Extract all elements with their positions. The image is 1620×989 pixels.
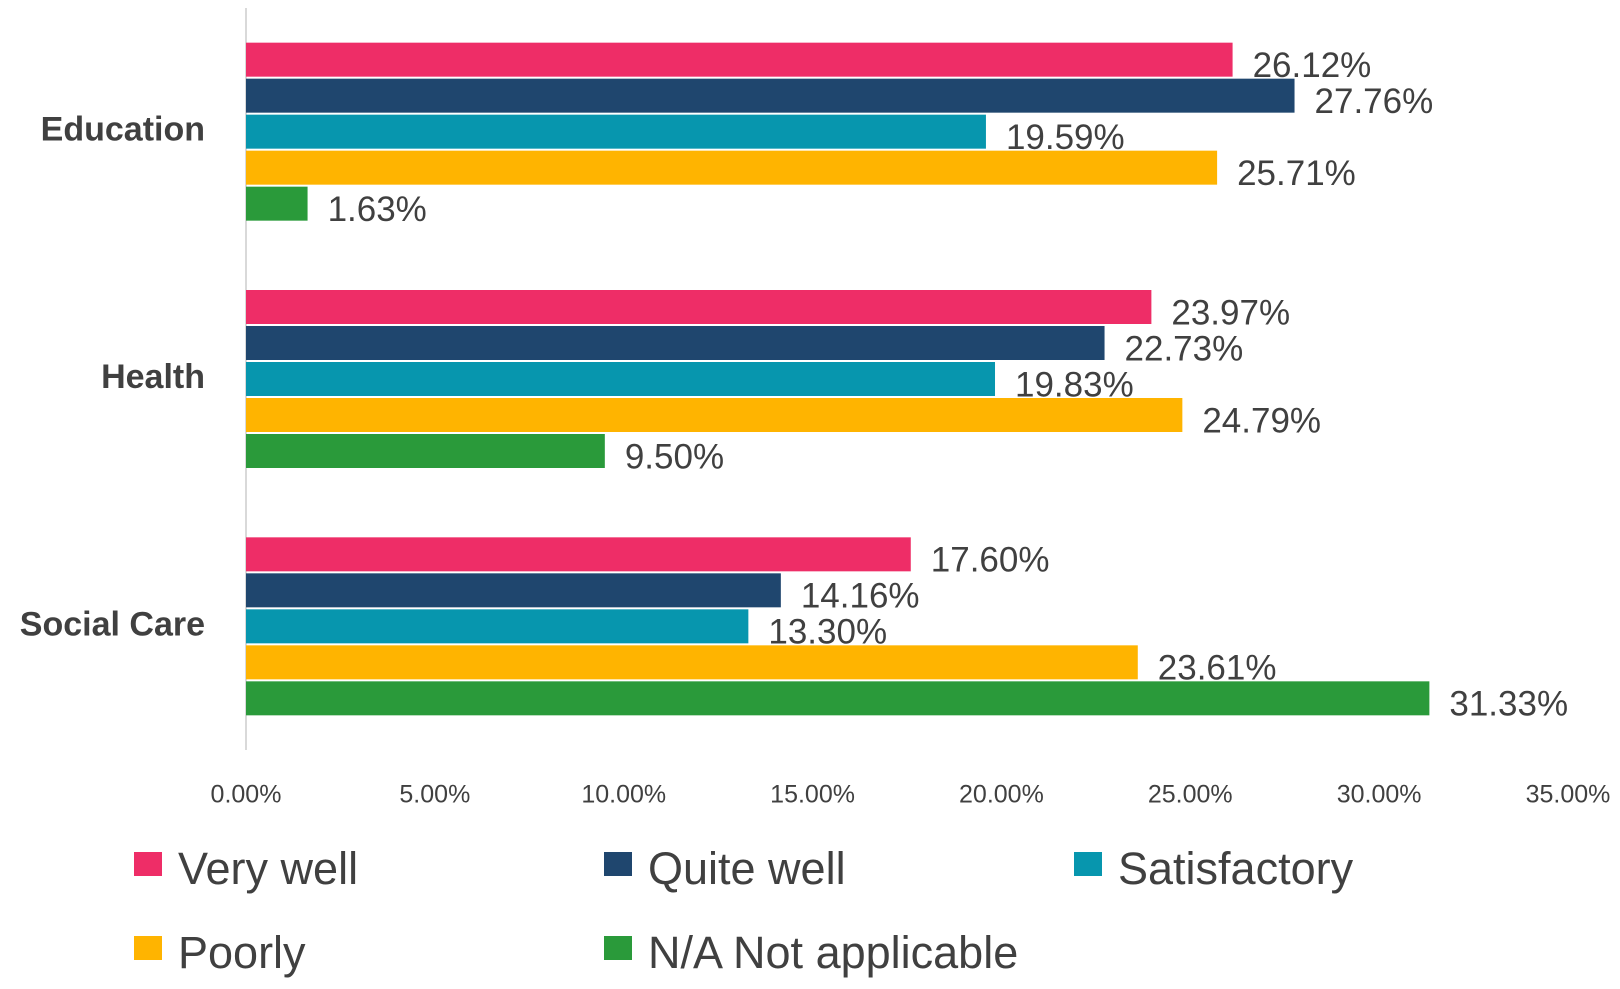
bar: [246, 362, 996, 396]
x-tick-label: 10.00%: [581, 781, 666, 809]
y-tick-label: Education: [41, 111, 205, 149]
bar: [246, 42, 1233, 77]
bar: [246, 290, 1152, 324]
data-label: 9.50%: [625, 437, 724, 476]
data-label: 23.61%: [1158, 649, 1277, 688]
bar: [246, 326, 1105, 360]
legend-label: Satisfactory: [1118, 843, 1354, 894]
bar: [246, 78, 1295, 113]
x-tick-label: 25.00%: [1148, 781, 1233, 809]
data-label: 17.60%: [931, 541, 1050, 580]
bar: [246, 186, 308, 221]
legend-swatch: [134, 936, 162, 960]
bar: [246, 573, 781, 608]
y-tick-label: Health: [101, 358, 205, 396]
bar: [246, 114, 986, 149]
data-label: 26.12%: [1253, 46, 1372, 85]
data-label: 19.59%: [1006, 118, 1125, 157]
data-label: 24.79%: [1202, 401, 1321, 440]
y-tick-label: Social Care: [20, 605, 205, 643]
bar: [246, 150, 1218, 185]
legend-label: Very well: [178, 843, 358, 894]
data-label: 22.73%: [1125, 329, 1244, 368]
bar: [246, 398, 1183, 432]
bar: [246, 681, 1430, 716]
x-tick-label: 35.00%: [1526, 781, 1611, 809]
legend-swatch: [604, 936, 632, 960]
x-tick-label: 20.00%: [959, 781, 1044, 809]
legend-label: N/A Not applicable: [648, 927, 1018, 978]
bar: [246, 645, 1138, 680]
bar: [246, 434, 605, 468]
data-label: 19.83%: [1015, 365, 1134, 404]
bar: [246, 537, 911, 572]
data-label: 25.71%: [1237, 154, 1356, 193]
bar: [246, 609, 749, 644]
legend-swatch: [134, 852, 162, 876]
x-tick-label: 0.00%: [211, 781, 282, 809]
data-label: 31.33%: [1449, 685, 1568, 724]
legend-label: Quite well: [648, 843, 846, 894]
legend-swatch: [1074, 852, 1102, 876]
data-label: 27.76%: [1315, 82, 1434, 121]
x-tick-label: 5.00%: [399, 781, 470, 809]
legend-swatch: [604, 852, 632, 876]
data-label: 23.97%: [1171, 293, 1290, 332]
x-tick-label: 30.00%: [1337, 781, 1422, 809]
data-label: 1.63%: [328, 190, 427, 229]
data-label: 14.16%: [801, 577, 920, 616]
x-tick-label: 15.00%: [770, 781, 855, 809]
data-label: 13.30%: [768, 613, 887, 652]
legend-label: Poorly: [178, 927, 306, 978]
